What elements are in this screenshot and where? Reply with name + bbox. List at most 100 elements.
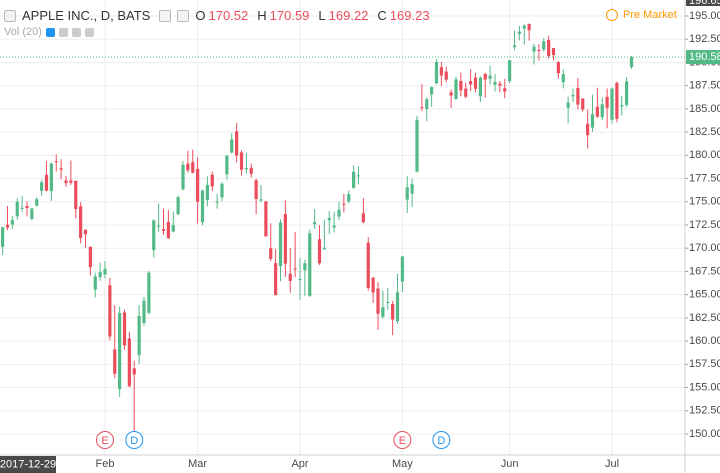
candle-body — [303, 263, 307, 271]
candle-body — [269, 248, 273, 259]
candle-body — [503, 88, 507, 92]
candle-body — [98, 272, 102, 278]
candle-body — [600, 104, 604, 118]
candle-body — [391, 303, 395, 320]
candle-body — [473, 77, 478, 89]
x-tick-label: Feb — [96, 458, 115, 470]
candle-body — [122, 312, 127, 346]
candle-body — [356, 175, 361, 177]
candle-body — [210, 174, 214, 187]
y-tick-label: 155.00 — [689, 381, 720, 393]
candle-body — [342, 203, 346, 205]
candle-body — [322, 247, 326, 250]
icon[interactable] — [4, 9, 16, 22]
candle-body — [181, 164, 185, 190]
candle-body — [264, 201, 268, 237]
candle-body — [132, 368, 136, 375]
event-marker — [432, 431, 451, 449]
y-tick-label: 172.50 — [689, 219, 720, 231]
ohlc-value: 169.23 — [389, 8, 430, 23]
candle-body — [595, 106, 599, 117]
candle-body — [239, 152, 244, 170]
crosshair-price-box — [686, 0, 720, 6]
candle-body — [176, 197, 180, 215]
candle-body — [581, 98, 585, 110]
candle-body — [547, 39, 551, 56]
candle-body — [449, 92, 453, 96]
candle-body — [469, 81, 473, 85]
candle-body — [152, 220, 156, 251]
candle-body — [191, 162, 195, 173]
candle-body — [215, 201, 219, 203]
candle-body — [439, 67, 443, 76]
candle-body — [298, 279, 302, 281]
candle-body — [400, 256, 404, 282]
candle-body — [376, 288, 380, 314]
x-tick-label: May — [392, 458, 413, 470]
icon[interactable] — [177, 9, 190, 22]
candle-body — [157, 225, 161, 227]
candle-body — [522, 25, 526, 29]
icon[interactable] — [71, 27, 81, 37]
candle-body — [337, 209, 341, 217]
candle-body — [508, 60, 512, 82]
candle-body — [420, 107, 424, 109]
icon[interactable] — [45, 27, 55, 37]
candle-body — [69, 180, 73, 183]
candle-body — [49, 163, 53, 192]
candle-body — [498, 83, 502, 86]
candle-body — [186, 163, 190, 171]
icon[interactable] — [159, 9, 172, 22]
indicator-row: Vol (20) — [4, 26, 94, 38]
candle-body — [118, 312, 122, 390]
candle-body — [278, 222, 283, 267]
y-tick-label: 195.00 — [689, 10, 720, 22]
event-marker — [96, 431, 114, 449]
candle-body — [74, 180, 78, 210]
candle-body — [25, 205, 29, 208]
candle-body — [537, 49, 541, 51]
candle-body — [44, 174, 49, 191]
candle-body — [196, 168, 200, 202]
candle-body — [103, 268, 107, 275]
candle-body — [532, 46, 536, 52]
session-badge[interactable]: Pre Market — [606, 9, 677, 21]
candle-body — [317, 239, 322, 264]
candle-body — [327, 218, 331, 221]
candle-body — [171, 224, 175, 232]
candle-body — [517, 31, 521, 34]
candle-body — [361, 213, 365, 223]
candle-body — [395, 292, 400, 322]
candle-body — [79, 206, 83, 238]
candle-body — [332, 225, 336, 228]
candle-body — [381, 307, 385, 317]
indicator-label: Vol (20) — [4, 26, 42, 38]
candle-body — [454, 79, 458, 99]
candle-body — [83, 229, 88, 235]
y-tick-label: 185.00 — [689, 103, 720, 115]
candle-body — [205, 184, 209, 200]
legend-header: APPLE INC., D, BATS O 170.52 H 170.59 L 169… — [4, 8, 436, 23]
event-label: E — [101, 435, 108, 447]
candle-body — [366, 242, 370, 288]
candle-body — [551, 48, 556, 55]
candle-body — [293, 268, 297, 270]
candle-body — [254, 180, 258, 199]
y-tick-label: 157.50 — [689, 358, 720, 370]
candle-body — [30, 208, 34, 219]
candle-body — [605, 96, 609, 108]
candle-body — [405, 187, 409, 200]
candle-body — [220, 183, 224, 198]
icon[interactable] — [84, 27, 94, 37]
y-tick-label: 187.50 — [689, 80, 720, 92]
candle-body — [493, 81, 497, 85]
candle-body — [371, 277, 375, 293]
candle-body — [425, 99, 429, 109]
candle-body — [54, 161, 58, 163]
x-tick-label: Mar — [188, 458, 207, 470]
candle-body — [1, 227, 5, 247]
candle-body — [137, 315, 141, 356]
icon[interactable] — [58, 27, 68, 37]
y-tick-label: 150.00 — [689, 428, 720, 440]
